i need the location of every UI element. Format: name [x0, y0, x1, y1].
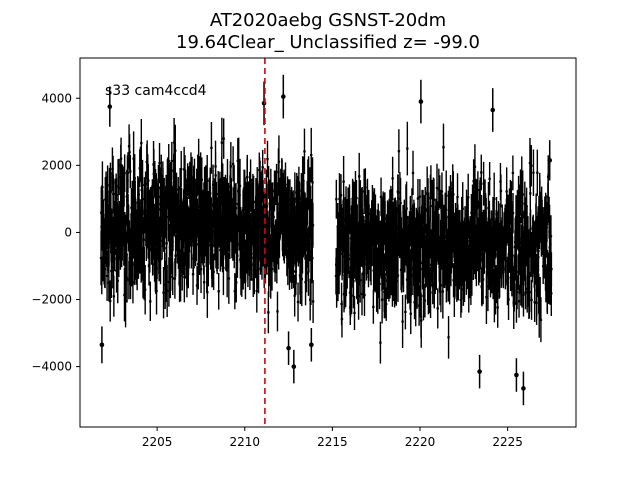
x-tick-label: 2215	[317, 435, 348, 449]
data-points-segment-2	[334, 146, 553, 344]
y-tick-label: 2000	[41, 158, 72, 172]
x-tick-label: 2220	[405, 435, 436, 449]
y-tick-label: −4000	[31, 360, 72, 374]
outlier-point	[291, 364, 297, 369]
outlier-point	[309, 342, 314, 348]
outlier-point	[281, 94, 286, 99]
outlier-point	[547, 158, 553, 163]
outlier-point	[107, 104, 113, 109]
outlier-point	[286, 345, 291, 351]
y-tick-label: 4000	[41, 91, 72, 105]
x-tick-label: 2210	[229, 435, 260, 449]
plot-frame	[79, 57, 577, 428]
outlier-point	[99, 342, 105, 348]
outlier-point	[418, 99, 424, 104]
outlier-point	[514, 372, 519, 378]
y-tick-label: 0	[64, 225, 72, 239]
x-tick-label: 2225	[492, 435, 523, 449]
x-axis: 2205 2210 2215 2220 2225	[142, 427, 523, 449]
outlier-point	[521, 386, 526, 391]
y-tick-label: −2000	[31, 293, 72, 307]
outlier-point	[477, 369, 482, 374]
data-layer	[99, 74, 553, 406]
data-points-segment-1	[99, 137, 315, 314]
x-tick-label: 2205	[142, 435, 173, 449]
chart-title-line-2: 19.64Clear_ Unclassified z= -99.0	[176, 32, 480, 53]
chart-title-line-1: AT2020aebg GSNST-20dm	[210, 10, 446, 31]
chart-annotation: s33 cam4ccd4	[105, 83, 207, 99]
outlier-point	[490, 107, 496, 113]
y-axis: −4000 −2000 0 2000 4000	[31, 91, 80, 374]
